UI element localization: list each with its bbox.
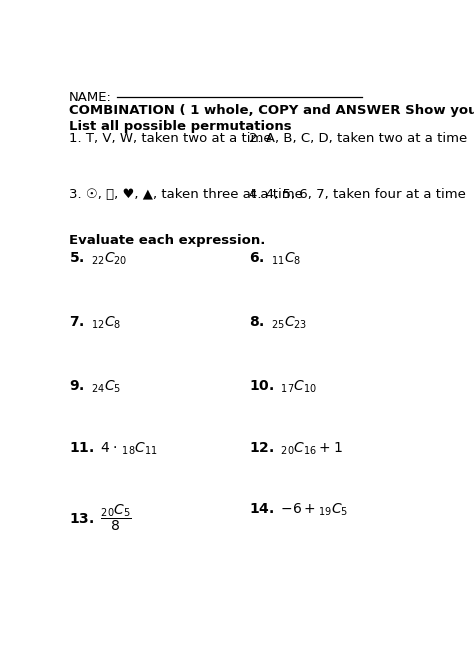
- Text: 4. 4, 5, 6, 7, taken four at a time: 4. 4, 5, 6, 7, taken four at a time: [249, 188, 466, 201]
- Text: 3. ☉, ✨, ♥, ▲, taken three at a time: 3. ☉, ✨, ♥, ▲, taken three at a time: [69, 188, 302, 201]
- Text: COMBINATION ( 1 whole, COPY and ANSWER Show your solutions): COMBINATION ( 1 whole, COPY and ANSWER S…: [69, 104, 474, 118]
- Text: NAME:: NAME:: [69, 90, 111, 104]
- Text: $\mathbf{9.}\ _{24}C_{5}$: $\mathbf{9.}\ _{24}C_{5}$: [69, 378, 121, 395]
- Text: $\mathbf{10.}\ _{17}C_{10}$: $\mathbf{10.}\ _{17}C_{10}$: [249, 378, 317, 395]
- Text: $\mathbf{8.}\ _{25}C_{23}$: $\mathbf{8.}\ _{25}C_{23}$: [249, 315, 308, 331]
- Text: $\mathbf{5.}\ _{22}C_{20}$: $\mathbf{5.}\ _{22}C_{20}$: [69, 251, 127, 267]
- Text: 2. A, B, C, D, taken two at a time: 2. A, B, C, D, taken two at a time: [249, 132, 467, 145]
- Text: $\mathbf{12.}\ _{20}C_{16} + 1$: $\mathbf{12.}\ _{20}C_{16} + 1$: [249, 440, 343, 457]
- Text: Evaluate each expression.: Evaluate each expression.: [69, 234, 265, 247]
- Text: $\mathbf{6.}\ _{11}C_{8}$: $\mathbf{6.}\ _{11}C_{8}$: [249, 251, 301, 267]
- Text: $\mathbf{11.}\ 4 \cdot \,_{18}C_{11}$: $\mathbf{11.}\ 4 \cdot \,_{18}C_{11}$: [69, 440, 157, 457]
- Text: $\mathbf{13.}\ \dfrac{_{20}C_{5}}{8}$: $\mathbf{13.}\ \dfrac{_{20}C_{5}}{8}$: [69, 502, 131, 533]
- Text: $\mathbf{7.}\ _{12}C_{8}$: $\mathbf{7.}\ _{12}C_{8}$: [69, 315, 121, 331]
- Text: List all possible permutations: List all possible permutations: [69, 120, 291, 133]
- Text: $\mathbf{14.}\ {-6} +_{19}C_{5}$: $\mathbf{14.}\ {-6} +_{19}C_{5}$: [249, 502, 348, 518]
- Text: 1. T, V, W, taken two at a time: 1. T, V, W, taken two at a time: [69, 132, 271, 145]
